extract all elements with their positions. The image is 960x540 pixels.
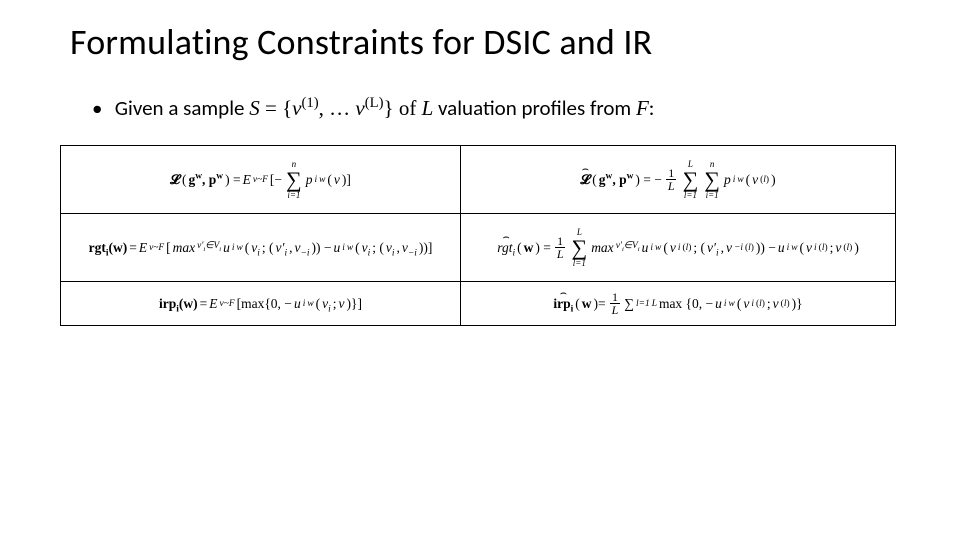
intro-L: L (422, 96, 434, 120)
table-row: rgti(w) = Ev~F[maxv′i∈Viuiw(vi; (v′i, v−… (61, 214, 896, 282)
intro-v1: v (292, 96, 301, 120)
intro-vL: v (355, 96, 364, 120)
regret-empirical-cell: ⌢rgti(w) = 1LL∑l=1maxv′i∈Viuiw (vi(l); (… (461, 214, 896, 282)
intro-colon: : (649, 95, 655, 121)
intro-close: } of (383, 96, 421, 120)
intro-supL: (L) (365, 95, 384, 111)
loss-expectation-cell: 𝓛 (gw, pw) = Ev~F[−n∑i=1piw(v)] (61, 146, 461, 214)
irp-empirical-cell: ⌢irpi(w)= 1L ∑l=1L max {0, −uiw(vi(l); v… (461, 282, 896, 326)
regret-expectation-cell: rgti(w) = Ev~F[maxv′i∈Viuiw(vi; (v′i, v−… (61, 214, 461, 282)
intro-eq: = { (260, 96, 292, 120)
intro-prefix: Given a sample (115, 95, 249, 121)
intro-text: Given a sample S = {v(1), … v(L)} of L v… (115, 95, 655, 121)
constraints-table: 𝓛 (gw, pw) = Ev~F[−n∑i=1piw(v)] ⌢𝓛(gw, p… (60, 145, 896, 326)
intro-suffix: valuation profiles from (433, 95, 636, 121)
intro-S: S (249, 96, 260, 120)
intro-sup1: (1) (302, 95, 319, 111)
irp-expectation-cell: irpi(w) = Ev~F[max{0, −uiw(vi; v )}] (61, 282, 461, 326)
slide-title: Formulating Constraints for DSIC and IR (70, 20, 900, 64)
slide: Formulating Constraints for DSIC and IR … (0, 0, 960, 346)
bullet-icon: • (92, 94, 110, 123)
table-row: irpi(w) = Ev~F[max{0, −uiw(vi; v )}] ⌢ir… (61, 282, 896, 326)
intro-F: F (636, 96, 649, 120)
intro-line: • Given a sample S = {v(1), … v(L)} of L… (92, 94, 900, 123)
loss-empirical-cell: ⌢𝓛(gw, pw) = −1LL∑l=1n∑i=1piw(v(l)) (461, 146, 896, 214)
table-row: 𝓛 (gw, pw) = Ev~F[−n∑i=1piw(v)] ⌢𝓛(gw, p… (61, 146, 896, 214)
intro-dots: , … (319, 96, 356, 120)
